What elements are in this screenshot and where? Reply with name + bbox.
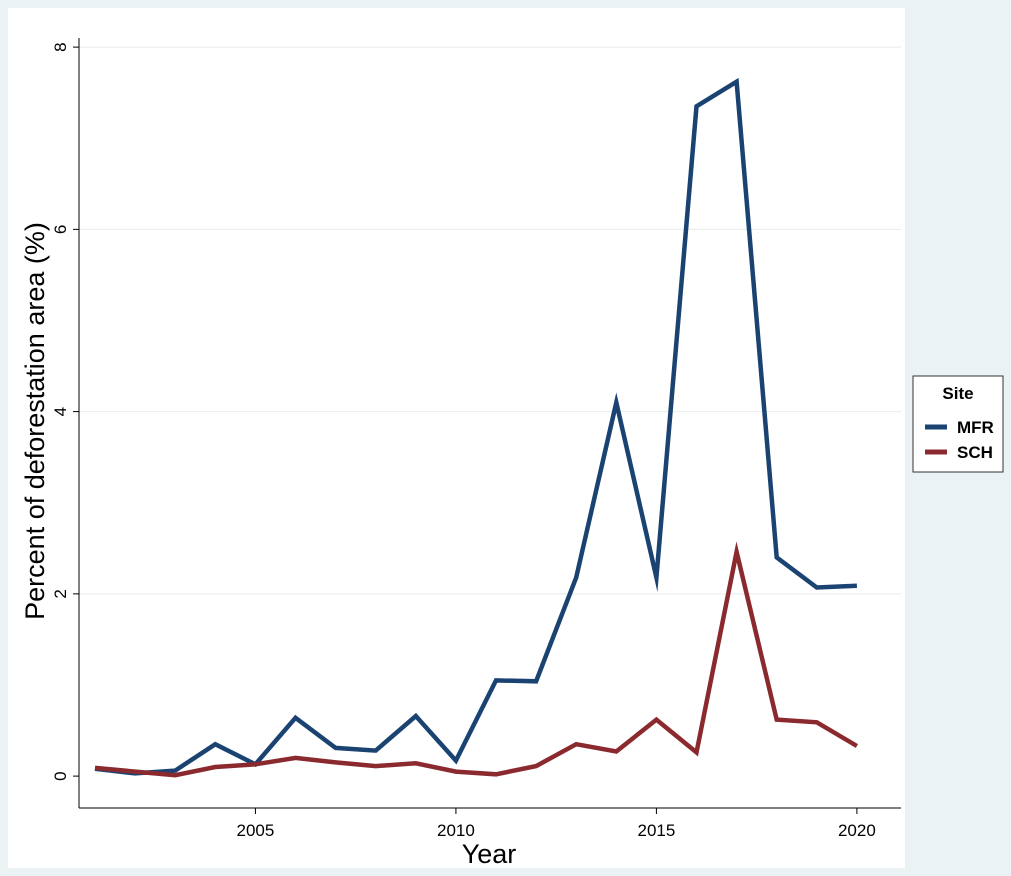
y-tick-label-2: 2: [51, 589, 70, 598]
series-layer: [94, 77, 859, 778]
y-axis-title: Percent of deforestation area (%): [20, 222, 50, 620]
series-line-sch: [94, 541, 859, 778]
legend-label-sch: SCH: [957, 443, 993, 462]
legend-title: Site: [942, 384, 973, 403]
y-tick-label-4: 4: [51, 407, 70, 416]
series-line-mfr: [94, 77, 858, 776]
plot-region: [8, 8, 905, 868]
y-tick-label-6: 6: [51, 225, 70, 234]
axes-layer: 0 2 4 6 8 2005 2010 2015 2020: [51, 38, 901, 840]
x-tick-label-2005: 2005: [237, 821, 275, 840]
x-tick-label-2010: 2010: [437, 821, 475, 840]
y-tick-label-8: 8: [51, 42, 70, 51]
x-tick-label-2015: 2015: [637, 821, 675, 840]
legend: Site MFR SCH: [912, 375, 1004, 473]
legend-label-mfr: MFR: [957, 418, 994, 437]
grid-layer: [79, 46, 901, 595]
label-layer: Percent of deforestation area (%) Year: [20, 222, 516, 869]
y-tick-label-0: 0: [51, 771, 70, 780]
x-axis-title: Year: [462, 839, 517, 869]
x-tick-label-2020: 2020: [838, 821, 876, 840]
legend-box: [912, 375, 1004, 473]
